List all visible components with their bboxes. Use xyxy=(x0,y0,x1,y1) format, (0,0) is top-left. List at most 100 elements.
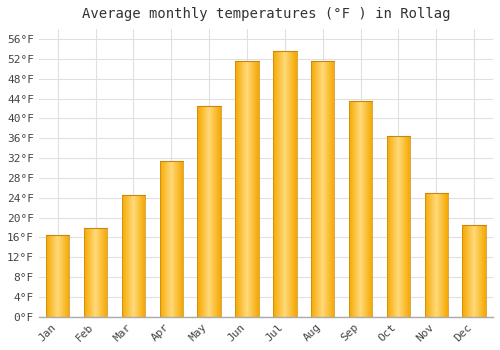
Bar xyxy=(180,161,182,317)
Bar xyxy=(388,136,389,317)
Bar xyxy=(331,61,332,317)
Bar xyxy=(90,228,91,317)
Bar xyxy=(144,195,145,317)
Bar xyxy=(312,61,314,317)
Bar xyxy=(470,225,471,317)
Bar xyxy=(371,101,372,317)
Bar xyxy=(396,136,397,317)
Bar xyxy=(47,235,48,317)
Bar xyxy=(316,61,317,317)
Bar xyxy=(89,228,90,317)
Bar xyxy=(236,61,237,317)
Bar xyxy=(395,136,396,317)
Bar xyxy=(276,51,277,317)
Bar xyxy=(370,101,371,317)
Bar xyxy=(204,106,205,317)
Bar xyxy=(207,106,208,317)
Bar xyxy=(326,61,327,317)
Bar xyxy=(250,61,251,317)
Bar xyxy=(48,235,49,317)
Bar xyxy=(69,235,70,317)
Bar xyxy=(394,136,395,317)
Bar xyxy=(215,106,216,317)
Bar xyxy=(293,51,294,317)
Bar xyxy=(132,195,133,317)
Bar xyxy=(137,195,138,317)
Bar xyxy=(160,161,162,317)
Bar xyxy=(172,161,173,317)
Bar xyxy=(138,195,140,317)
Bar xyxy=(133,195,134,317)
Bar xyxy=(248,61,249,317)
Bar xyxy=(430,193,431,317)
Bar xyxy=(358,101,359,317)
Bar xyxy=(399,136,400,317)
Bar xyxy=(220,106,221,317)
Bar xyxy=(398,136,399,317)
Bar xyxy=(393,136,394,317)
Bar xyxy=(287,51,288,317)
Bar xyxy=(240,61,241,317)
Bar xyxy=(174,161,175,317)
Bar xyxy=(322,61,324,317)
Bar xyxy=(397,136,398,317)
Bar xyxy=(284,51,285,317)
Bar xyxy=(484,225,486,317)
Bar xyxy=(403,136,404,317)
Bar xyxy=(57,235,58,317)
Bar xyxy=(467,225,468,317)
Bar xyxy=(389,136,390,317)
Bar xyxy=(426,193,427,317)
Bar xyxy=(477,225,478,317)
Bar xyxy=(256,61,257,317)
Bar xyxy=(178,161,179,317)
Bar xyxy=(217,106,218,317)
Bar xyxy=(445,193,446,317)
Bar xyxy=(320,61,321,317)
Bar xyxy=(169,161,170,317)
Bar xyxy=(469,225,470,317)
Bar xyxy=(212,106,214,317)
Bar xyxy=(437,193,438,317)
Bar xyxy=(254,61,255,317)
Bar xyxy=(364,101,366,317)
Bar xyxy=(482,225,483,317)
Bar xyxy=(211,106,212,317)
Bar xyxy=(170,161,172,317)
Bar xyxy=(433,193,434,317)
Bar xyxy=(325,61,326,317)
Bar xyxy=(407,136,408,317)
Bar xyxy=(88,228,89,317)
Bar xyxy=(472,225,473,317)
Bar xyxy=(278,51,279,317)
Bar xyxy=(466,225,467,317)
Bar xyxy=(479,225,480,317)
Bar xyxy=(447,193,448,317)
Bar xyxy=(205,106,206,317)
Bar xyxy=(442,193,444,317)
Bar xyxy=(214,106,215,317)
Bar xyxy=(362,101,363,317)
Bar xyxy=(405,136,406,317)
Bar xyxy=(177,161,178,317)
Bar xyxy=(274,51,275,317)
Bar xyxy=(219,106,220,317)
Bar xyxy=(275,51,276,317)
Bar xyxy=(95,228,96,317)
Bar xyxy=(131,195,132,317)
Bar xyxy=(434,193,435,317)
Bar xyxy=(58,235,59,317)
Bar xyxy=(438,193,439,317)
Bar xyxy=(361,101,362,317)
Bar xyxy=(386,136,388,317)
Bar xyxy=(53,235,54,317)
Bar xyxy=(436,193,437,317)
Bar xyxy=(314,61,315,317)
Bar xyxy=(101,228,102,317)
Bar xyxy=(99,228,100,317)
Bar xyxy=(102,228,103,317)
Bar xyxy=(462,225,463,317)
Bar xyxy=(328,61,329,317)
Bar xyxy=(244,61,245,317)
Bar xyxy=(179,161,180,317)
